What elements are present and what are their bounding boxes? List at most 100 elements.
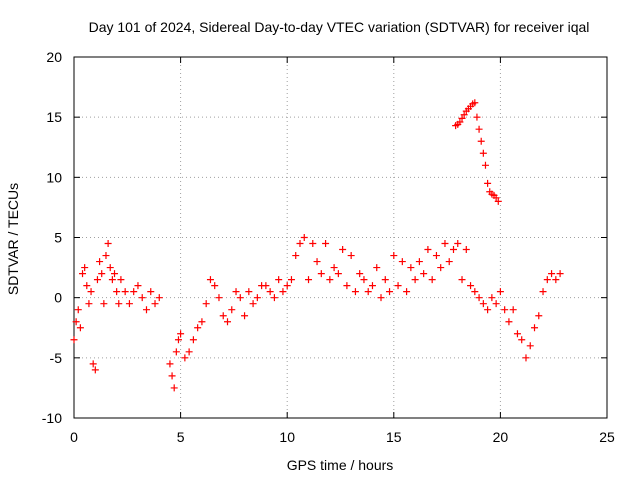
data-point: [522, 354, 530, 362]
data-point: [236, 294, 244, 302]
data-point: [170, 384, 178, 392]
data-point: [360, 276, 368, 284]
data-point: [232, 288, 240, 296]
data-point: [89, 360, 97, 368]
data-point: [287, 276, 295, 284]
data-point: [224, 318, 232, 326]
data-point: [93, 276, 101, 284]
y-tick-label: -5: [50, 350, 63, 366]
data-point: [317, 270, 325, 278]
data-point: [79, 270, 87, 278]
data-point: [381, 276, 389, 284]
point-layer: [70, 99, 564, 392]
x-tick-label: 20: [493, 429, 509, 445]
data-point: [70, 336, 78, 344]
y-tick-label: 20: [46, 49, 62, 65]
data-point: [81, 264, 89, 272]
data-point: [309, 240, 317, 248]
x-axis-label: GPS time / hours: [287, 457, 394, 473]
data-point: [460, 111, 468, 119]
data-point: [445, 258, 453, 266]
y-tick-label: 10: [46, 169, 62, 185]
data-point: [98, 270, 106, 278]
data-point: [432, 252, 440, 260]
data-point: [296, 240, 304, 248]
data-point: [347, 252, 355, 260]
data-point: [475, 125, 483, 133]
data-point: [552, 276, 560, 284]
data-point: [481, 161, 489, 169]
data-point: [300, 234, 308, 241]
data-point: [479, 149, 487, 157]
data-point: [539, 288, 547, 296]
data-point: [407, 264, 415, 272]
data-point: [454, 240, 462, 248]
data-point: [198, 318, 206, 326]
x-tick-label: 25: [599, 429, 615, 445]
data-point: [253, 294, 261, 302]
data-point: [334, 270, 342, 278]
data-point: [142, 306, 150, 314]
data-point: [330, 264, 338, 272]
data-point: [168, 372, 176, 380]
y-tick-label: -10: [42, 410, 62, 426]
data-point: [543, 276, 551, 284]
data-point: [115, 300, 123, 308]
data-point: [279, 288, 287, 296]
data-point: [556, 270, 564, 278]
data-point: [458, 114, 466, 122]
data-point: [215, 294, 223, 302]
data-point: [424, 246, 432, 254]
data-point: [518, 336, 526, 344]
data-point: [364, 288, 372, 296]
data-point: [377, 294, 385, 302]
data-point: [245, 288, 253, 296]
data-point: [292, 252, 300, 260]
data-point: [241, 312, 249, 320]
data-point: [505, 318, 513, 326]
data-point: [313, 258, 321, 266]
y-tick-label: 0: [54, 290, 62, 306]
data-point: [492, 194, 500, 202]
data-point: [151, 300, 159, 308]
data-point: [83, 282, 91, 290]
data-point: [134, 282, 142, 290]
data-point: [373, 264, 381, 272]
data-point: [74, 306, 82, 314]
x-tick-label: 0: [70, 429, 78, 445]
data-point: [343, 282, 351, 290]
data-point: [509, 306, 517, 314]
data-point: [437, 264, 445, 272]
data-point: [411, 276, 419, 284]
data-point: [206, 276, 214, 284]
data-point: [147, 288, 155, 296]
data-point: [219, 312, 227, 320]
data-point: [177, 330, 185, 338]
data-point: [185, 348, 193, 356]
data-point: [471, 99, 479, 107]
data-point: [189, 336, 197, 344]
y-tick-label: 5: [54, 230, 62, 246]
data-point: [475, 294, 483, 302]
data-point: [449, 246, 457, 254]
data-point: [91, 366, 99, 374]
x-tick-label: 15: [386, 429, 402, 445]
data-point: [462, 246, 470, 254]
data-point: [471, 288, 479, 296]
data-point: [174, 336, 182, 344]
data-point: [477, 137, 485, 145]
data-point: [484, 179, 492, 187]
data-point: [428, 276, 436, 284]
data-point: [76, 324, 84, 332]
data-point: [228, 306, 236, 314]
data-point: [202, 300, 210, 308]
data-point: [194, 324, 202, 332]
data-point: [531, 324, 539, 332]
data-point: [249, 300, 257, 308]
data-point: [111, 270, 119, 278]
data-point: [211, 282, 219, 290]
data-point: [130, 288, 138, 296]
chart-title: Day 101 of 2024, Sidereal Day-to-day VTE…: [89, 19, 590, 35]
data-point: [102, 252, 110, 260]
